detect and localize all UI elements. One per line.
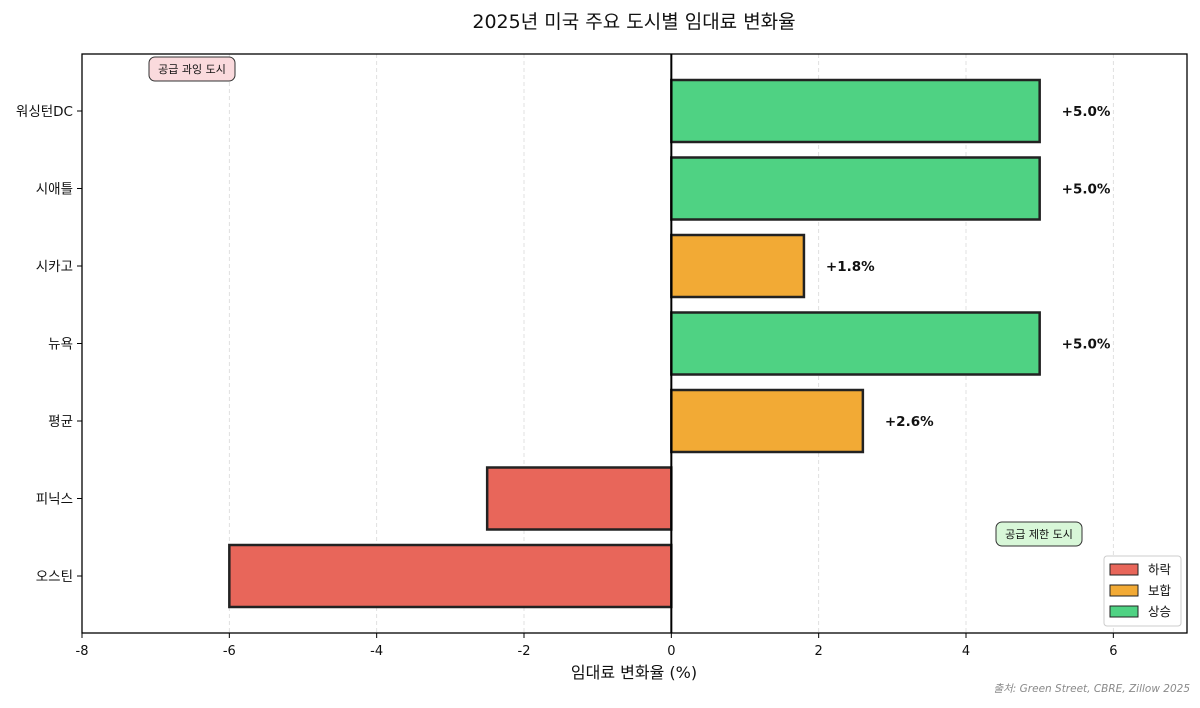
bar — [670, 388, 865, 454]
legend-label: 상승 — [1148, 604, 1171, 619]
y-tick-label: 오스틴 — [36, 569, 73, 585]
x-axis-label: 임대료 변화율 (%) — [571, 663, 697, 682]
annotation-box — [148, 56, 236, 82]
legend-swatch — [1109, 605, 1139, 618]
bar — [670, 156, 1041, 221]
y-tick-label: 뉴욕 — [48, 337, 73, 353]
annotation-text: 공급 과잉 도시 — [158, 63, 226, 76]
source-note: 출처: Green Street, CBRE, Zillow 2025 — [993, 683, 1190, 695]
chart-title: 2025년 미국 주요 도시별 임대료 변화율 — [472, 11, 795, 33]
bar — [670, 233, 806, 299]
y-tick-label: 워싱턴DC — [16, 104, 73, 120]
x-tick-label: -6 — [223, 644, 236, 659]
annotation-text: 공급 제한 도시 — [1005, 528, 1073, 541]
value-label: +5.0% — [1062, 182, 1111, 198]
value-label: +5.0% — [1062, 104, 1111, 120]
legend-swatch — [1109, 563, 1139, 576]
legend-swatch — [1109, 584, 1139, 597]
value-label: +2.6% — [885, 414, 934, 430]
y-tick-label: 평균 — [48, 414, 73, 430]
y-tick-label: 피닉스 — [36, 492, 73, 508]
bar — [670, 311, 1041, 376]
bar — [228, 543, 673, 609]
value-labels-layer: +5.0% +5.0% +1.8% +5.0% +2.6% — [826, 104, 1111, 430]
x-tick-label: 6 — [1109, 644, 1117, 659]
legend-label: 하락 — [1148, 562, 1172, 577]
x-tick-label: 2 — [815, 644, 823, 659]
bars-layer — [228, 78, 1041, 609]
x-tick-label: 0 — [667, 644, 675, 659]
y-tick-label: 시애틀 — [36, 182, 73, 198]
value-label: +5.0% — [1062, 337, 1111, 353]
value-label: +1.8% — [826, 259, 875, 275]
legend-label: 보합 — [1148, 583, 1172, 598]
bar — [485, 466, 673, 531]
x-tick-label: -2 — [518, 644, 531, 659]
annotation-box — [995, 521, 1083, 547]
y-tick-label: 시카고 — [36, 259, 73, 275]
bar — [670, 78, 1041, 144]
x-tick-label: 4 — [962, 644, 970, 659]
x-tick-label: -8 — [76, 644, 89, 659]
x-tick-label: -4 — [370, 644, 383, 659]
